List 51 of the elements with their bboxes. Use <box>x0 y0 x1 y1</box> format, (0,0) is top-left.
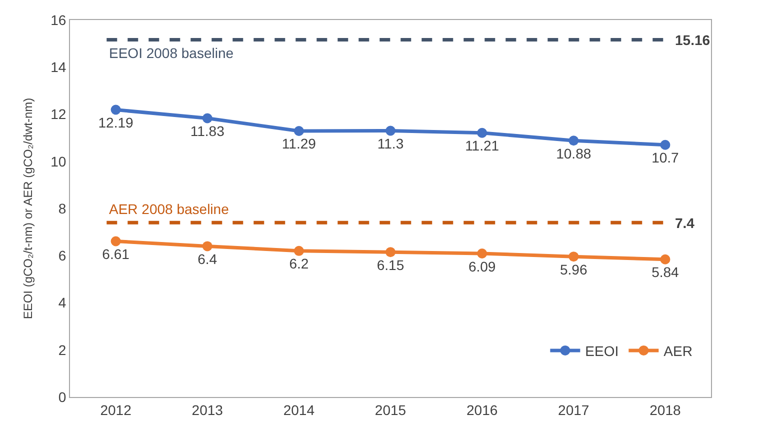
y-tick-label: 6 <box>58 248 66 264</box>
point <box>110 104 121 115</box>
data-label: 10.7 <box>652 150 680 166</box>
point <box>294 126 304 136</box>
data-label: 11.3 <box>377 135 404 152</box>
y-tick-label: 8 <box>58 200 66 216</box>
data-label: 6.2 <box>289 256 309 272</box>
point <box>386 126 396 136</box>
ref-line-label: EEOI 2008 baseline <box>109 45 234 61</box>
data-label: 6.09 <box>468 258 496 274</box>
data-label: 6.15 <box>376 256 404 273</box>
y-tick-label: 16 <box>50 12 66 28</box>
point <box>202 113 212 124</box>
x-tick-label: 2017 <box>558 402 590 418</box>
data-label: 6.4 <box>198 250 218 267</box>
point <box>202 241 212 252</box>
y-tick-label: 0 <box>58 388 66 405</box>
point <box>660 254 670 264</box>
y-tick-label: 14 <box>50 59 66 76</box>
point <box>660 140 670 150</box>
y-tick-label: 4 <box>58 294 66 311</box>
data-label: 5.96 <box>560 261 588 278</box>
data-label: 12.19 <box>98 114 134 131</box>
legend-label: EEOI <box>585 342 619 359</box>
x-tick-label: 2016 <box>466 402 498 418</box>
y-tick-label: 12 <box>50 106 66 122</box>
data-label: 11.29 <box>282 136 316 152</box>
x-tick-label: 2012 <box>100 402 132 418</box>
data-label: 11.83 <box>190 123 225 140</box>
y-axis-title: EEOI (gCO₂/t-nm) or AER (gCO₂/dwt-nm) <box>20 98 35 320</box>
annotation: 7.4 <box>675 215 695 231</box>
x-tick-label: 2015 <box>374 402 406 418</box>
point <box>568 252 579 262</box>
x-tick-label: 2018 <box>650 402 681 418</box>
annotation: 15.16 <box>675 32 710 48</box>
legend-label: AER <box>664 342 692 359</box>
point <box>386 247 396 258</box>
point <box>477 128 488 138</box>
point <box>110 236 121 246</box>
x-tick-label: 2013 <box>192 402 224 418</box>
point <box>568 136 579 146</box>
y-tick-label: 10 <box>50 153 66 170</box>
ref-line-label: AER 2008 baseline <box>109 201 230 217</box>
data-label: 11.21 <box>465 138 500 154</box>
y-tick-label: 2 <box>58 342 66 358</box>
point <box>294 246 304 256</box>
data-label: 10.88 <box>556 145 592 162</box>
data-label: 6.61 <box>102 246 130 262</box>
data-label: 5.84 <box>652 264 680 280</box>
x-tick-label: 2014 <box>283 402 315 418</box>
point <box>477 248 488 258</box>
